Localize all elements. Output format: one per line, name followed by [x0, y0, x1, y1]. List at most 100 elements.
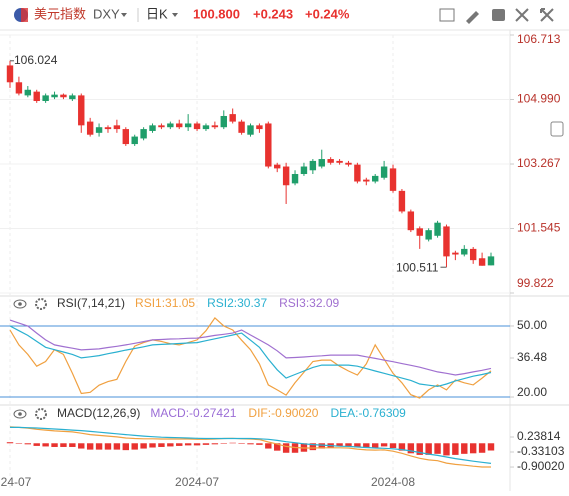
eye-icon[interactable] — [13, 409, 27, 419]
candle-body — [6, 65, 14, 83]
indicator-title: RSI(7,14,21) — [57, 296, 125, 310]
tool-icon[interactable] — [492, 9, 505, 21]
candle-body — [282, 166, 290, 186]
histogram-bar — [78, 443, 85, 449]
candle-body — [167, 123, 174, 128]
histogram-bar — [60, 443, 67, 447]
histogram-bar — [113, 443, 121, 450]
y-tick-label: 106.713 — [517, 32, 561, 46]
y-tick-label: 101.545 — [517, 221, 561, 235]
candle-body — [42, 95, 49, 102]
candle-body — [211, 125, 219, 128]
histogram-bar — [469, 443, 477, 454]
candle-body — [238, 121, 245, 133]
candle-body — [478, 258, 486, 266]
candle-body — [487, 256, 495, 266]
y-tick-label: 99.822 — [517, 276, 554, 290]
series-line — [10, 426, 492, 464]
legend-entry: MACD:-0.27421 — [150, 406, 236, 420]
eye-icon[interactable] — [13, 299, 27, 309]
candle-body — [113, 125, 121, 130]
histogram-bar — [131, 443, 138, 450]
histogram-bar — [416, 443, 423, 455]
series-line — [9, 325, 492, 388]
candle-body — [371, 175, 379, 182]
histogram-bar — [95, 443, 103, 450]
rsi-header: RSI(7,14,21) — [13, 296, 125, 310]
period[interactable]: 日K — [146, 6, 168, 21]
legend-entry: RSI3:32.09 — [279, 296, 339, 310]
candle-body — [140, 129, 147, 139]
candle-body — [327, 159, 334, 163]
candle-body — [158, 125, 165, 128]
side-tool-icon[interactable] — [550, 121, 564, 137]
histogram-bar — [229, 442, 236, 444]
y-tick-label: -0.33103 — [517, 444, 565, 458]
macd-header: MACD(12,26,9) — [13, 406, 140, 420]
tool-icon[interactable] — [466, 11, 479, 24]
dropdown-arrow[interactable] — [121, 13, 127, 17]
high-label: 106.024 — [14, 53, 58, 67]
candle-body — [336, 160, 343, 163]
candle-body — [300, 166, 308, 175]
legend-entry: DEA:-0.76309 — [330, 406, 406, 420]
histogram-bar — [69, 443, 76, 447]
eye-icon-pupil — [18, 302, 22, 306]
y-tick-label: 50.00 — [517, 318, 547, 332]
instrument-symbol[interactable]: DXY — [93, 6, 120, 21]
histogram-bar — [478, 443, 486, 453]
instrument-name[interactable]: 美元指数 — [34, 6, 86, 21]
candle-body — [389, 168, 397, 191]
tool-icon[interactable] — [515, 8, 529, 22]
candle-body — [202, 125, 210, 130]
histogram-bar — [6, 442, 14, 444]
candle-body — [131, 136, 138, 145]
candle-body — [469, 248, 477, 261]
tool-icon[interactable] — [439, 8, 455, 22]
candle-body — [184, 123, 192, 128]
indicator-title: MACD(12,26,9) — [57, 406, 140, 420]
dropdown-arrow[interactable] — [172, 13, 178, 17]
candle-body — [416, 228, 423, 236]
histogram-bar — [407, 443, 415, 454]
series-line — [9, 316, 492, 399]
histogram-bar — [336, 443, 343, 447]
candle-body — [69, 95, 76, 100]
candle-body — [318, 159, 325, 167]
histogram-bar — [15, 443, 23, 444]
legend-entry: RSI2:30.37 — [207, 296, 267, 310]
histogram-bar — [176, 443, 183, 446]
candle-body — [363, 179, 370, 182]
y-tick-label: 103.267 — [517, 156, 561, 170]
last-price: 100.800 — [193, 6, 240, 21]
candle-body — [176, 123, 183, 128]
histogram-bar — [86, 443, 94, 450]
histogram-bar — [184, 443, 192, 446]
y-tick-label: -0.90020 — [517, 459, 565, 473]
histogram-bar — [220, 443, 227, 444]
candle-body — [434, 222, 441, 236]
candle-body — [380, 166, 388, 178]
candle-body — [425, 230, 432, 240]
histogram-bar — [51, 443, 58, 447]
gear-icon[interactable] — [35, 298, 47, 310]
candle-body — [345, 162, 352, 165]
low-label: 100.511 — [396, 260, 439, 274]
price-change-pct: +0.24% — [305, 6, 350, 21]
histogram-bar — [371, 443, 379, 448]
candle-body — [78, 95, 85, 126]
tool-icon[interactable] — [540, 8, 554, 22]
histogram-bar — [434, 443, 441, 454]
histogram-bar — [247, 443, 254, 445]
x-tick-label: 2024-07 — [175, 475, 219, 489]
histogram-bar — [158, 443, 165, 447]
x-tick-label: 24-07 — [1, 475, 32, 489]
histogram-bar — [238, 443, 245, 444]
histogram-bar — [389, 443, 397, 449]
candle-body — [86, 121, 94, 135]
candle-body — [149, 125, 156, 131]
gear-icon[interactable] — [35, 408, 47, 420]
